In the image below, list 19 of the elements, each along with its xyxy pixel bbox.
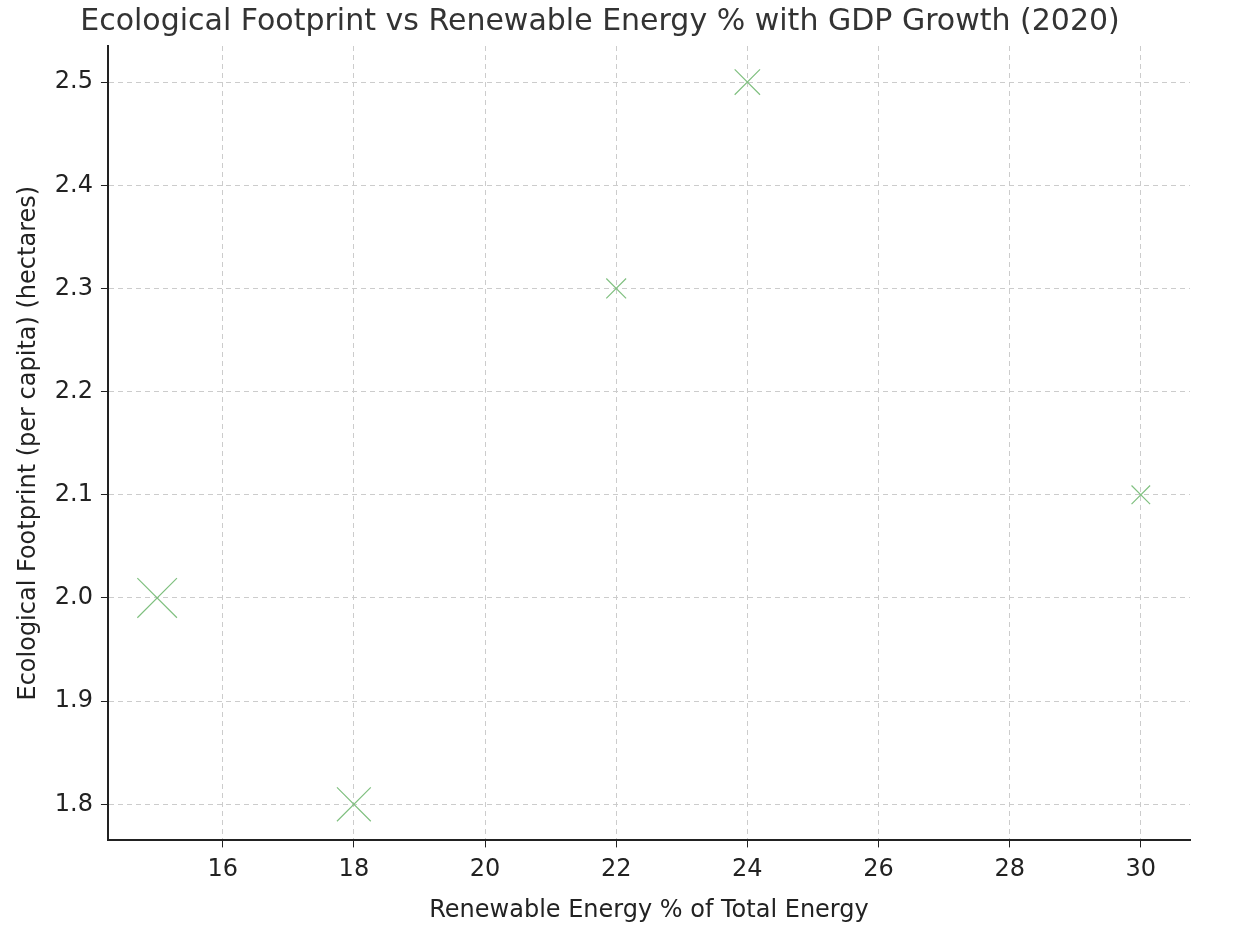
x-tick-label: 22 <box>600 854 632 883</box>
y-tick-label: 1.9 <box>54 685 93 714</box>
y-tick-label: 1.8 <box>54 788 93 817</box>
y-tick-label: 2.2 <box>54 375 93 404</box>
x-tick-label: 16 <box>207 854 238 883</box>
x-tick-label: 26 <box>863 854 894 883</box>
y-axis-title: Ecological Footprint (per capita) (hectares) <box>12 185 41 701</box>
x-tick-label: 30 <box>1125 854 1157 883</box>
x-tick-label: 18 <box>338 854 370 883</box>
y-tick-label: 2.0 <box>54 582 93 611</box>
y-tick-label: 2.5 <box>54 66 93 95</box>
y-tick-label: 2.4 <box>54 169 93 198</box>
chart-title: Ecological Footprint vs Renewable Energy % with GDP Growth (2020) <box>80 1 1120 37</box>
y-tick-label: 2.1 <box>54 479 93 508</box>
x-axis-title: Renewable Energy % of Total Energy <box>429 894 869 923</box>
x-tick-label: 28 <box>994 854 1025 883</box>
x-tick-label: 24 <box>732 854 763 883</box>
x-tick-label: 20 <box>469 854 501 883</box>
y-tick-label: 2.3 <box>54 272 93 301</box>
